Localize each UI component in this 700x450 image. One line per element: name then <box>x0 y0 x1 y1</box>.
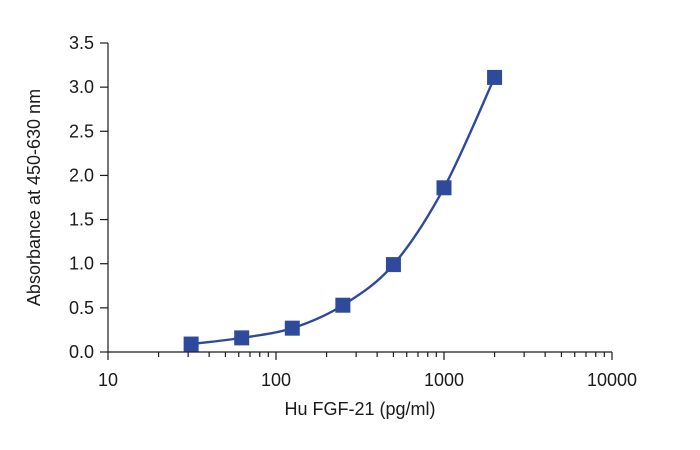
data-point-marker <box>234 330 250 346</box>
data-point-marker <box>436 180 452 196</box>
data-point-marker <box>487 69 503 85</box>
ticks <box>100 42 613 360</box>
axes <box>107 43 612 353</box>
y-axis-title: Absorbance at 450-630 nm <box>24 89 44 306</box>
data-points <box>183 69 503 352</box>
x-tick-label: 10 <box>98 370 118 390</box>
y-tick-label: 3.5 <box>69 33 94 53</box>
y-tick-label: 3.0 <box>69 77 94 97</box>
y-tick-label: 2.5 <box>69 121 94 141</box>
y-tick-label: 1.5 <box>69 210 94 230</box>
data-point-marker <box>183 336 199 352</box>
y-tick-label: 0.0 <box>69 342 94 362</box>
x-axis-title: Hu FGF-21 (pg/ml) <box>284 399 435 419</box>
tick-labels: 0.0 0.5 1.0 1.5 2.0 2.5 3.0 3.5 10 100 1000 10000 <box>69 33 637 390</box>
data-point-marker <box>284 320 300 336</box>
data-point-marker <box>335 297 351 313</box>
x-tick-label: 1000 <box>424 370 464 390</box>
data-point-marker <box>385 257 401 273</box>
x-tick-label: 10000 <box>587 370 637 390</box>
y-tick-label: 0.5 <box>69 298 94 318</box>
x-tick-label: 100 <box>261 370 291 390</box>
y-tick-label: 1.0 <box>69 254 94 274</box>
y-tick-label: 2.0 <box>69 165 94 185</box>
